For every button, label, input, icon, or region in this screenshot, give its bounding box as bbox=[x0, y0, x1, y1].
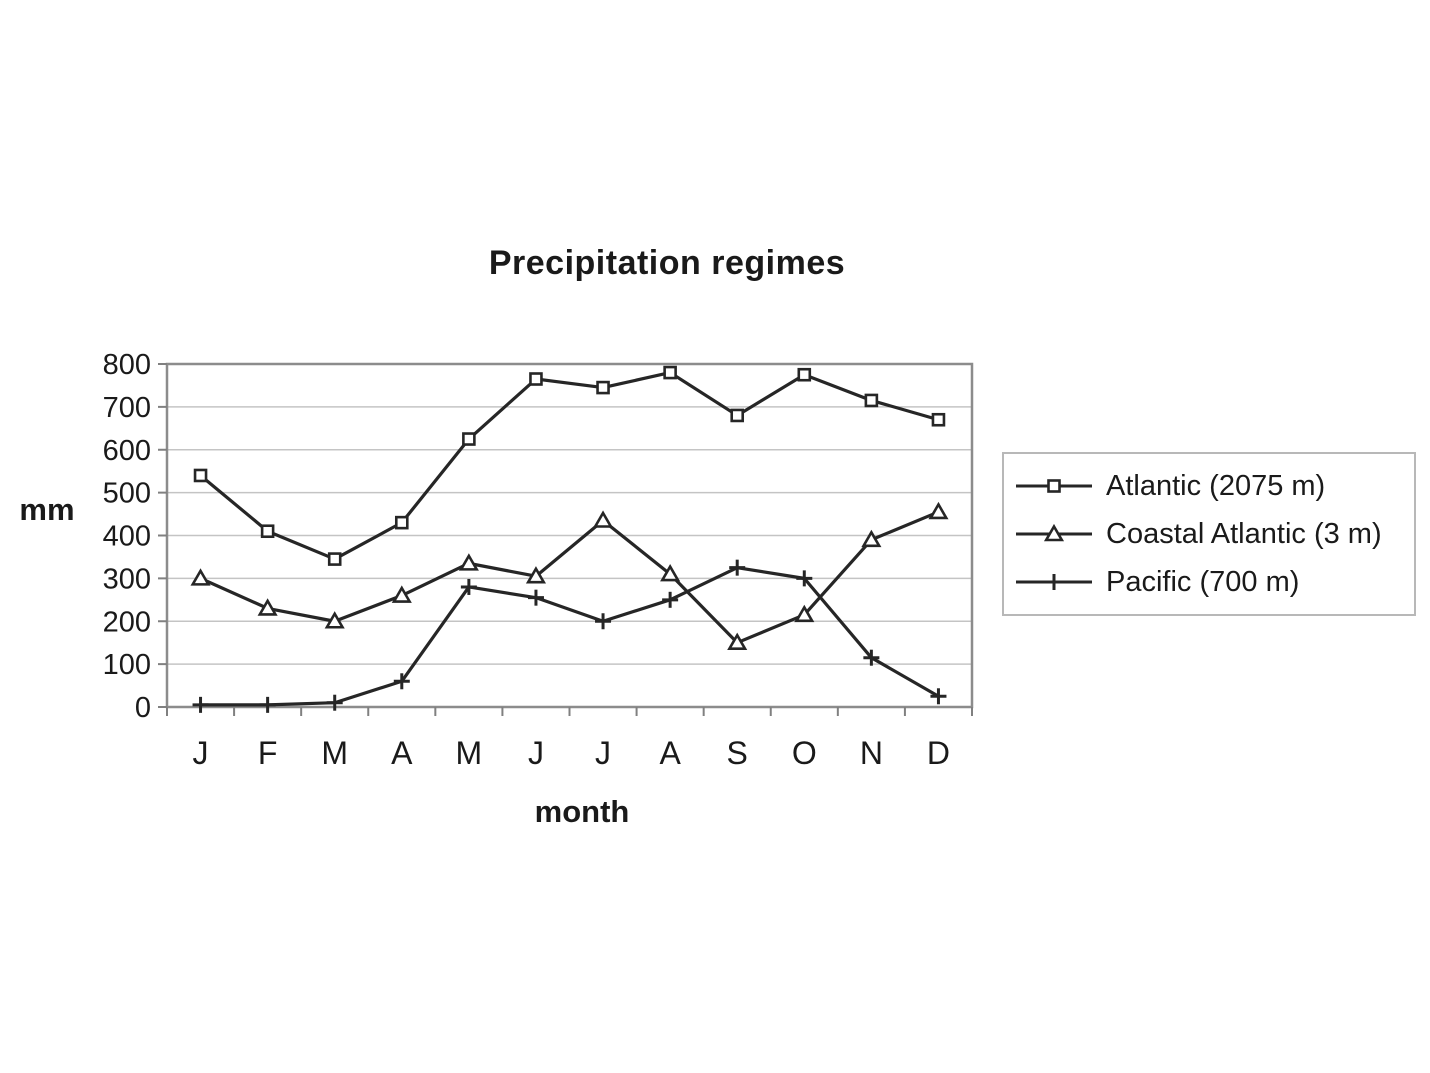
triangle-marker-icon bbox=[1016, 523, 1092, 542]
square-marker-icon bbox=[462, 432, 476, 446]
triangle-marker-icon bbox=[324, 611, 345, 629]
chart-title: Precipitation regimes bbox=[488, 244, 846, 282]
plus-marker-icon bbox=[1016, 574, 1092, 590]
x-tick-label: J bbox=[595, 735, 611, 771]
series-line bbox=[199, 510, 940, 645]
triangle-marker-icon bbox=[391, 585, 412, 603]
triangle-marker-icon bbox=[794, 604, 815, 623]
plus-marker-icon bbox=[259, 696, 276, 713]
square-marker-icon bbox=[260, 524, 275, 539]
plus-marker-icon bbox=[863, 649, 880, 666]
y-axis-title: mm bbox=[19, 492, 75, 527]
plus-marker-icon bbox=[527, 589, 544, 606]
plus-marker-icon bbox=[192, 696, 209, 713]
legend: Atlantic (2075 m) Coastal Atlantic (3 m)… bbox=[1002, 452, 1416, 616]
series-plus bbox=[192, 559, 947, 713]
x-tick-label: N bbox=[860, 735, 883, 771]
triangle-marker-icon bbox=[525, 566, 547, 584]
square-marker-icon bbox=[1047, 479, 1061, 493]
triangle-marker-icon bbox=[592, 510, 614, 528]
series-square bbox=[193, 365, 946, 566]
square-marker-icon bbox=[931, 412, 946, 427]
series-line bbox=[200, 566, 940, 707]
square-marker-icon bbox=[864, 393, 879, 408]
triangle-marker-icon bbox=[928, 501, 949, 520]
y-tick-label: 400 bbox=[103, 521, 151, 553]
plus-marker-icon bbox=[595, 613, 612, 630]
plus-marker-icon bbox=[662, 591, 679, 608]
gridlines bbox=[167, 406, 972, 665]
y-tick-label: 700 bbox=[103, 392, 151, 424]
x-tick-label: M bbox=[321, 735, 348, 771]
x-tick-label: D bbox=[927, 735, 950, 771]
square-marker-icon bbox=[327, 552, 342, 566]
x-tick-label: A bbox=[391, 735, 413, 771]
square-marker-icon bbox=[596, 380, 610, 395]
x-tick-label: O bbox=[792, 735, 817, 771]
triangle-marker-icon bbox=[458, 553, 479, 571]
series-line bbox=[199, 370, 939, 561]
triangle-marker-icon bbox=[727, 632, 748, 650]
plus-marker-icon bbox=[460, 578, 477, 595]
legend-item-atlantic: Atlantic (2075 m) bbox=[1014, 470, 1414, 503]
x-tick-label: F bbox=[258, 735, 278, 771]
legend-label: Pacific (700 m) bbox=[1106, 565, 1300, 598]
y-tick-label: 600 bbox=[103, 435, 151, 467]
x-tick-label: J bbox=[528, 735, 544, 771]
series-triangle bbox=[190, 501, 949, 650]
plus-marker-icon bbox=[729, 559, 746, 576]
x-tick-label: S bbox=[727, 735, 748, 771]
square-marker-icon bbox=[730, 408, 745, 423]
x-tick-label: A bbox=[659, 735, 681, 771]
x-axis-title: month bbox=[534, 794, 630, 829]
square-marker-icon bbox=[529, 372, 543, 386]
triangle-marker-icon bbox=[1043, 523, 1065, 542]
legend-label: Atlantic (2075 m) bbox=[1106, 469, 1326, 502]
triangle-marker-icon bbox=[257, 598, 278, 616]
y-tick-label: 800 bbox=[103, 349, 151, 381]
legend-label: Coastal Atlantic (3 m) bbox=[1106, 517, 1382, 550]
legend-item-pacific: Pacific (700 m) bbox=[1014, 566, 1414, 599]
plus-marker-icon bbox=[326, 694, 343, 711]
plus-marker-icon bbox=[930, 688, 947, 705]
plus-marker-icon bbox=[1046, 574, 1062, 590]
square-marker-icon bbox=[797, 367, 812, 382]
x-tick-label: J bbox=[193, 735, 209, 771]
y-tick-label: 0 bbox=[135, 692, 151, 724]
square-marker-icon bbox=[394, 515, 409, 530]
square-marker-icon bbox=[193, 468, 208, 483]
y-tick-label: 300 bbox=[103, 563, 151, 595]
y-tick-label: 100 bbox=[103, 649, 151, 681]
triangle-marker-icon bbox=[190, 568, 211, 586]
legend-item-coastal-atlantic: Coastal Atlantic (3 m) bbox=[1014, 518, 1414, 551]
square-marker-icon bbox=[1016, 479, 1092, 493]
plus-marker-icon bbox=[796, 570, 813, 587]
y-tick-label: 200 bbox=[103, 606, 151, 638]
x-tick-label: M bbox=[456, 735, 483, 771]
square-marker-icon bbox=[663, 365, 677, 380]
y-tick-label: 500 bbox=[103, 478, 151, 510]
y-axis: 0 100 200 300 400 500 600 700 800 bbox=[103, 349, 167, 724]
triangle-marker-icon bbox=[660, 563, 681, 582]
plus-marker-icon bbox=[393, 673, 410, 690]
triangle-marker-icon bbox=[861, 529, 882, 548]
